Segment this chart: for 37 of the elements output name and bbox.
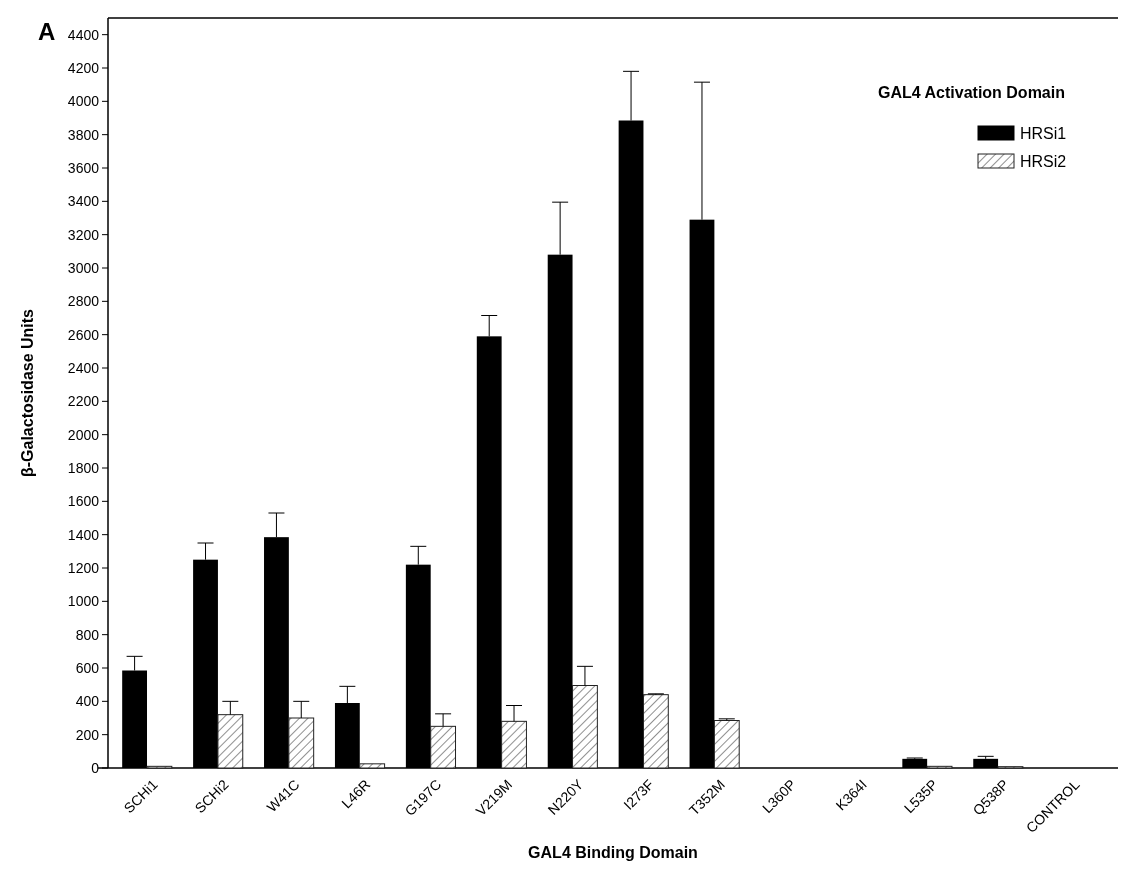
y-tick-label: 2600	[67, 326, 100, 343]
y-tick-label: 3000	[67, 259, 100, 276]
y-tick-label: 4200	[67, 59, 100, 76]
y-tick-label: 2400	[67, 359, 100, 376]
y-tick-label: 1000	[67, 593, 100, 610]
y-tick-label: 4400	[67, 26, 100, 43]
legend-label: HRSi1	[1020, 124, 1067, 142]
bar	[572, 685, 598, 769]
y-tick-label: 2000	[67, 426, 100, 443]
x-axis-title: GAL4 Binding Domain	[528, 844, 698, 861]
y-tick-label: 3400	[67, 193, 100, 210]
y-tick-label: 0	[91, 759, 100, 776]
y-tick-label: 1400	[67, 526, 100, 543]
text: A	[38, 18, 56, 45]
bar	[217, 714, 244, 769]
y-tick-label: 1800	[67, 459, 100, 476]
y-tick-label: 2800	[67, 293, 100, 310]
y-tick-label: 2200	[67, 393, 100, 410]
y-tick-label: 1600	[67, 493, 100, 510]
y-tick-label: 3600	[67, 159, 100, 176]
y-tick-label: 1200	[67, 559, 100, 576]
bar	[642, 694, 669, 769]
y-tick-label: 3200	[67, 226, 100, 243]
y-tick-label: 4000	[67, 93, 100, 110]
y-tick-label: 600	[75, 659, 100, 676]
y-tick-label: 400	[75, 693, 100, 710]
y-tick-label: 3800	[67, 126, 100, 143]
legend-label: HRSi2	[1020, 152, 1067, 170]
y-tick-label: 200	[75, 726, 100, 743]
y-tick-label: 800	[75, 626, 100, 643]
legend-title: GAL4 Activation Domain	[878, 84, 1065, 101]
bar	[359, 763, 386, 769]
bar	[501, 720, 527, 769]
bar	[288, 717, 315, 769]
y-axis-title: β-Galactosidase Units	[19, 308, 36, 478]
bar	[713, 720, 740, 769]
bar	[430, 725, 457, 769]
